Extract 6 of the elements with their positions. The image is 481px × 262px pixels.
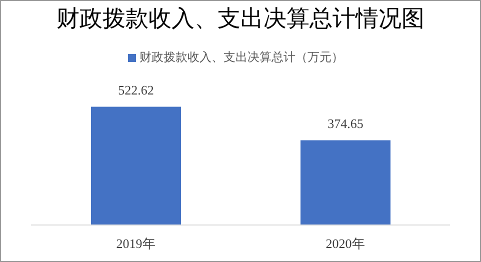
legend-label: 财政拨款收入、支出决算总计（万元） [140,50,344,64]
data-label: 374.65 [328,116,364,132]
chart-title: 财政拨款收入、支出决算总计情况图 [56,5,426,33]
x-tick-label: 2019年 [116,236,156,252]
x-tick-label: 2020年 [326,236,365,252]
data-label: 522.62 [118,82,154,98]
